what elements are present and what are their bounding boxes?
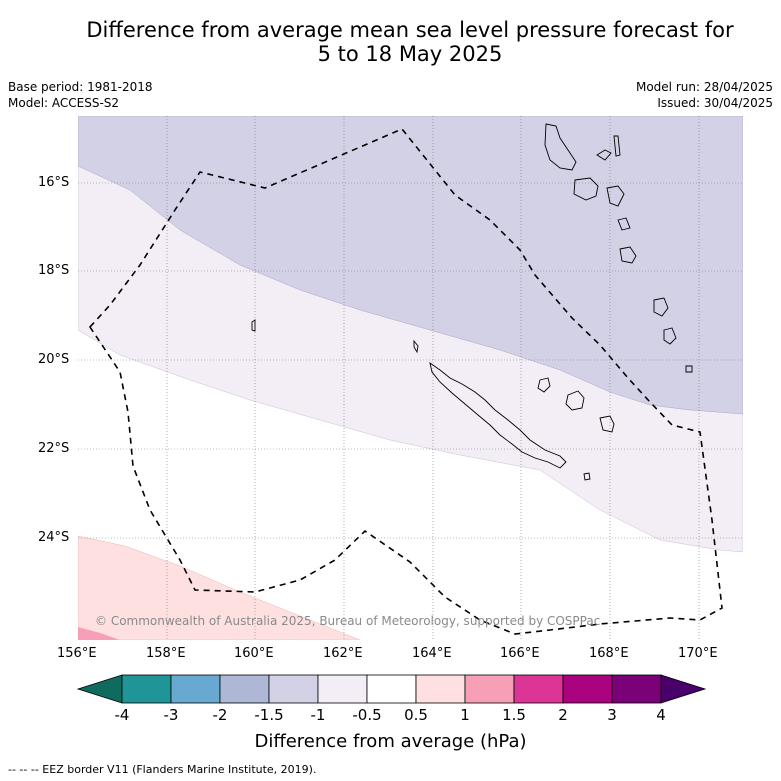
ouvea-coast [537, 377, 551, 393]
espiritu-santo-coast [544, 123, 577, 171]
lon-label-162e: 162°E [323, 646, 363, 661]
colorbar-bin-6 [366, 674, 417, 704]
new-caledonia-coast [429, 361, 567, 469]
lifou-coast [565, 390, 585, 411]
colorbar-tick-8: 1 [460, 706, 470, 724]
colorbar [76, 674, 707, 704]
title-line-1: Difference from average mean sea level p… [86, 18, 734, 42]
colorbar-bin-5 [317, 674, 368, 704]
efate-coast [617, 217, 631, 231]
lon-label-158e: 158°E [146, 646, 186, 661]
lon-label-160e: 160°E [234, 646, 274, 661]
colorbar-tick-2: -3 [163, 706, 179, 724]
colorbar-bin-9 [513, 674, 564, 704]
colorbar-bin-4 [268, 674, 319, 704]
band-plus-1 [78, 627, 120, 640]
colorbar-bin-7 [415, 674, 466, 704]
colorbar-title: Difference from average (hPa) [254, 731, 527, 752]
lon-label-170e: 170°E [678, 646, 718, 661]
tanna-coast [653, 297, 669, 317]
colorbar-bin-10 [562, 674, 613, 704]
lat-label-16s: 16°S [38, 175, 70, 190]
copyright-credit: © Commonwealth of Australia 2025, Bureau… [95, 614, 601, 628]
colorbar-tick-3: -2 [212, 706, 228, 724]
colorbar-tick-9: 1.5 [502, 706, 526, 724]
small-island-coast [685, 365, 693, 373]
lat-label-22s: 22°S [38, 441, 70, 456]
colorbar-tick-10: 2 [558, 706, 568, 724]
colorbar-extend-low [76, 674, 123, 704]
lon-label-164e: 164°E [412, 646, 452, 661]
colorbar-bin-11 [611, 674, 662, 704]
base-period: Base period: 1981-2018 [8, 80, 153, 94]
colorbar-tick-11: 3 [607, 706, 617, 724]
band-plus-0-5 [78, 535, 361, 640]
colorbar-tick-7: 0.5 [404, 706, 428, 724]
lat-label-18s: 18°S [38, 263, 70, 278]
mare-coast [599, 415, 615, 433]
isle-of-pines-coast [583, 472, 591, 481]
colorbar-bin-3 [219, 674, 270, 704]
colorbar-tick-6: -0.5 [352, 706, 382, 724]
issued-date: Issued: 30/04/2025 [657, 96, 773, 110]
colorbar-tick-4: -1.5 [254, 706, 284, 724]
colorbar-bin-1 [121, 674, 172, 704]
meta-left: Base period: 1981-2018 Model: ACCESS-S2 [8, 79, 153, 111]
colorbar-bin-8 [464, 674, 515, 704]
lat-label-20s: 20°S [38, 352, 70, 367]
colorbar-tick-12: 4 [656, 706, 666, 724]
lon-label-166e: 166°E [500, 646, 540, 661]
title-line-2: 5 to 18 May 2025 [317, 42, 503, 66]
model-run: Model run: 28/04/2025 [635, 80, 773, 94]
band-minus-1 [78, 116, 743, 415]
aneityum-coast [663, 327, 677, 345]
eez-border [88, 128, 723, 635]
meta-right: Model run: 28/04/2025 Issued: 30/04/2025 [636, 79, 773, 111]
colorbar-tick-5: -1 [310, 706, 326, 724]
colorbar-bin-2 [170, 674, 221, 704]
lon-label-156e: 156°E [57, 646, 97, 661]
coastlines [251, 123, 693, 481]
model-name: Model: ACCESS-S2 [8, 96, 120, 110]
map-area [78, 116, 743, 640]
lon-label-168e: 168°E [589, 646, 629, 661]
eez-footnote: -- -- -- EEZ border V11 (Flanders Marine… [8, 763, 317, 776]
belep-coast [413, 339, 419, 354]
ambae-coast [596, 149, 612, 161]
colorbar-tick-1: -4 [114, 706, 130, 724]
colorbar-extend-high [660, 674, 707, 704]
erromango-coast [619, 246, 637, 264]
pentecost-coast [613, 135, 621, 157]
epi-coast [606, 185, 625, 207]
malekula-coast [573, 177, 599, 201]
chesterfield-coast [251, 319, 256, 332]
lat-label-24s: 24°S [38, 530, 70, 545]
map-title: Difference from average mean sea level p… [0, 18, 781, 66]
